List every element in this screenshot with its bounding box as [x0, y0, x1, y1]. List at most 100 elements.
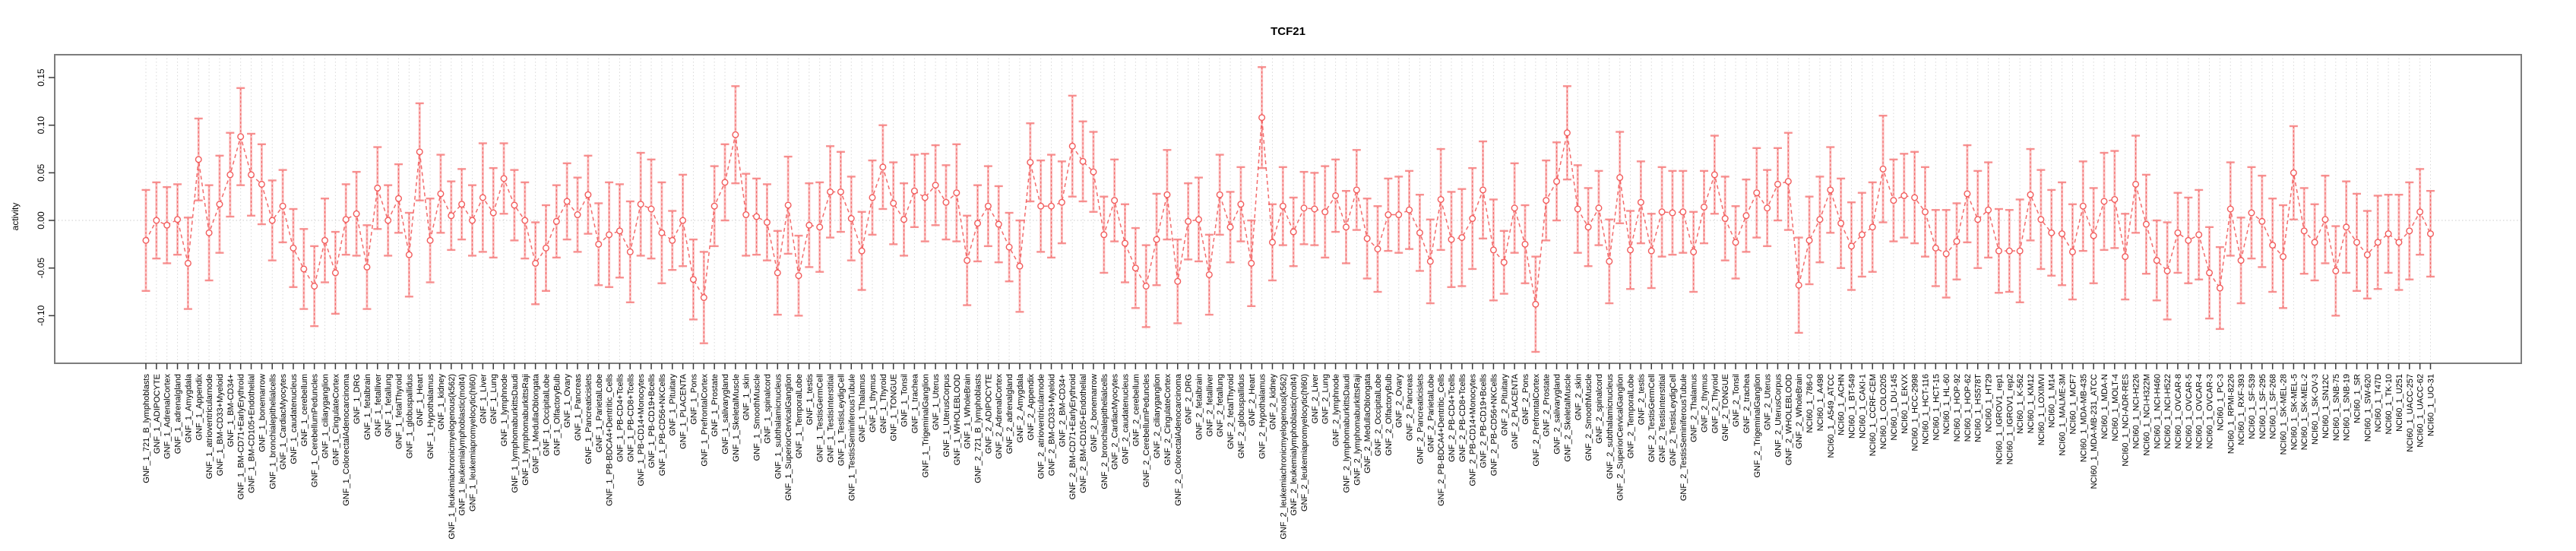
x-tick-label: GNF_1_Tonsil: [900, 374, 910, 427]
data-point: [2079, 202, 2087, 210]
x-tick-label: GNF_2_leukemiapromyelocytic(hl60): [1300, 374, 1309, 511]
data-point: [2280, 253, 2287, 261]
x-tick-label: GNF_2_fetalbrain: [1195, 374, 1204, 440]
x-tick-label: GNF_2_fetalThyroid: [1226, 374, 1236, 449]
x-tick-label: NCI60_1_SK-MEL-5: [2290, 374, 2299, 450]
data-point: [1237, 201, 1245, 208]
data-point: [995, 220, 1002, 228]
data-point: [1742, 212, 1750, 220]
data-point: [1395, 211, 1403, 219]
data-point: [1142, 283, 1150, 290]
x-tick-label: GNF_1_PB-CD56+NKCells: [658, 374, 667, 477]
data-point: [2005, 247, 2013, 255]
data-point: [1795, 281, 1802, 289]
x-tick-label: GNF_1_721_B_lymphoblasts: [142, 374, 151, 483]
x-tick-label: GNF_2_cerebellum: [1131, 374, 1141, 446]
data-point: [1690, 248, 1698, 255]
x-tick-label: GNF_2_Pons: [1521, 374, 1530, 425]
x-tick-label: GNF_1_TestisLeydigCell: [837, 374, 846, 466]
x-tick-label: NCI60_1_RXF-393: [2237, 374, 2246, 445]
x-tick-label: GNF_1_lymphomaburkittsDaudi: [511, 374, 520, 493]
x-tick-label: NCI60_1_MDA-MB-231_ATCC: [2090, 374, 2099, 489]
data-point: [1647, 247, 1655, 255]
x-tick-label: NCI60_1_M14: [2048, 374, 2057, 428]
x-tick-label: GNF_2_TemporalLobe: [1627, 374, 1636, 458]
data-point: [1543, 197, 1550, 204]
y-tick-label: 0.10: [36, 116, 46, 135]
x-tick-label: GNF_2_adrenalgland: [1005, 374, 1014, 454]
x-tick-label: GNF_1_TestisGermCell: [816, 374, 825, 462]
data-point: [2037, 216, 2045, 223]
data-point: [595, 240, 603, 248]
data-point: [216, 201, 223, 208]
data-point: [405, 251, 413, 258]
data-point: [2416, 208, 2424, 216]
data-point: [2048, 229, 2055, 236]
data-point: [669, 236, 676, 244]
x-tick-label: NCI60_1_HCT-15: [1932, 374, 1941, 440]
x-tick-label: GNF_1_subthalamicnucleus: [774, 374, 783, 480]
x-tick-label: NCI60_1_CCRF-CEM: [1869, 374, 1878, 456]
data-point: [974, 220, 982, 227]
data-point: [1226, 223, 1234, 231]
x-tick-label: GNF_1_Thyroid: [879, 374, 888, 433]
x-tick-label: GNF_1_bonemarrow: [258, 374, 267, 452]
x-tick-label: GNF_2_ColorectalAdenocarcinoma: [1174, 373, 1183, 506]
data-point: [890, 199, 897, 207]
data-point: [458, 201, 466, 208]
data-point: [1721, 215, 1729, 223]
x-tick-label: GNF_2_ciliaryganglion: [1153, 374, 1162, 458]
x-tick-label: GNF_1_Pituitary: [669, 374, 678, 436]
x-tick-label: GNF_2_Ovary: [1395, 374, 1404, 428]
y-tick-label: -0.05: [36, 258, 46, 279]
data-point: [1805, 236, 1813, 244]
data-point: [2195, 231, 2203, 239]
data-point: [353, 210, 360, 217]
data-point: [964, 257, 971, 264]
data-point: [321, 236, 329, 244]
data-point: [2321, 216, 2329, 223]
data-point: [469, 217, 476, 224]
x-tick-label: GNF_1_PrefrontalCortex: [700, 374, 709, 467]
x-tick-label: GNF_1_leukemiapromyelocytic(hl60): [469, 374, 478, 511]
x-tick-label: GNF_1_Lung: [489, 374, 498, 424]
x-tick-label: GNF_1_fetalbrain: [363, 374, 372, 440]
x-tick-label: GNF_1_skin: [742, 374, 752, 420]
x-tick-label: NCI60_1_OVCAR-3: [2206, 374, 2215, 448]
data-point: [448, 212, 455, 220]
data-point: [511, 201, 518, 209]
y-tick-label: 0.05: [36, 163, 46, 182]
data-point: [258, 180, 265, 188]
x-tick-label: GNF_2_thymus: [1701, 374, 1710, 433]
data-point: [1174, 277, 1182, 285]
x-tick-label: GNF_1_testis: [805, 374, 815, 426]
data-point: [163, 221, 171, 229]
data-point: [2059, 230, 2066, 238]
x-tick-label: GNF_2_PB-CD8+Tcells: [1458, 374, 1467, 462]
data-point: [1964, 190, 1971, 198]
data-point: [1658, 208, 1666, 216]
data-point: [2353, 239, 2361, 246]
x-tick-label: NCI60_1_MALME-3M: [2059, 374, 2068, 456]
x-tick-label: GNF_1_ParietalLobe: [595, 374, 604, 452]
data-point: [932, 182, 939, 189]
data-point: [1574, 205, 1581, 213]
data-point: [879, 163, 887, 171]
x-tick-label: GNF_1_PB-CD8+Tcells: [626, 374, 635, 462]
data-point: [1911, 194, 1919, 201]
x-tick-label: GNF_1_BM-CD33+Myeloid: [216, 374, 225, 476]
data-point: [1248, 259, 1255, 267]
x-tick-label: NCI60_1_SF-295: [2258, 374, 2267, 439]
x-tick-label: GNF_1_SuperiorCervicalGanglion: [784, 374, 793, 501]
data-point: [521, 217, 529, 224]
x-tick-label: NCI60_1_IGROV1_rep2: [2005, 374, 2014, 464]
data-point: [184, 259, 191, 267]
x-tick-label: GNF_1_UterusCorpus: [942, 374, 951, 458]
data-point: [2406, 227, 2413, 235]
x-tick-label: GNF_1_Uterus: [932, 374, 941, 430]
data-point: [1511, 204, 1518, 212]
x-tick-label: GNF_2_Appendix: [1027, 374, 1036, 441]
data-point: [374, 184, 381, 192]
data-point: [1921, 208, 1929, 216]
